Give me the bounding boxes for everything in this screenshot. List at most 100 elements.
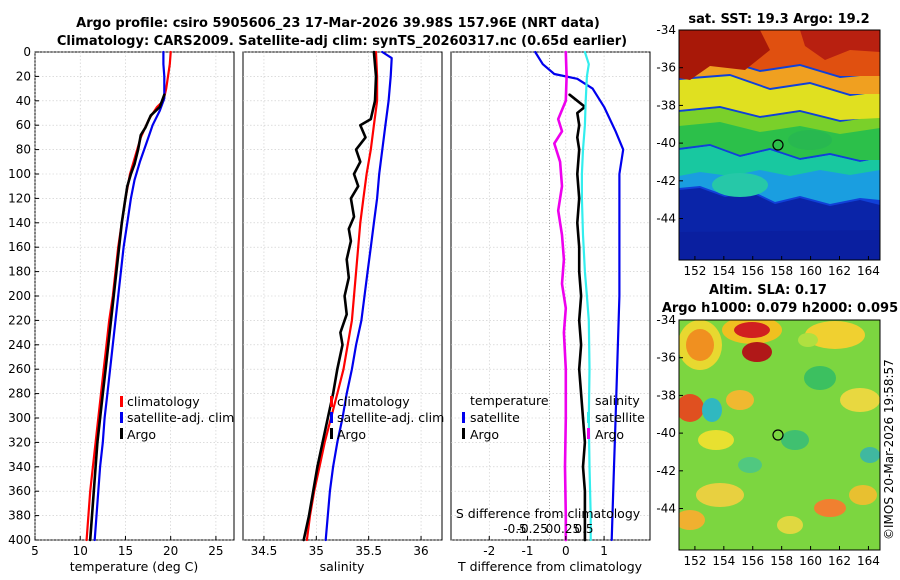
x-tick-label: 10 bbox=[73, 544, 88, 558]
x-tick-label: 5 bbox=[31, 544, 39, 558]
lat-tick-label: -36 bbox=[656, 351, 676, 365]
lat-tick-label: -44 bbox=[656, 502, 676, 516]
legend-swatch-s-satellite bbox=[587, 412, 590, 423]
lat-tick-label: -38 bbox=[656, 388, 676, 402]
lat-tick-label: -38 bbox=[656, 98, 676, 112]
lon-tick-label: 156 bbox=[741, 264, 764, 278]
lon-tick-label: 158 bbox=[770, 554, 793, 568]
legend-swatch-satellite-adj bbox=[120, 412, 123, 423]
series-line-s-argo bbox=[552, 50, 568, 542]
legend-swatch-climatology bbox=[330, 396, 333, 407]
legend-label-t-argo: Argo bbox=[470, 427, 499, 442]
x-tick-label: 34.5 bbox=[251, 544, 278, 558]
lon-tick-label: 164 bbox=[857, 554, 880, 568]
legend-label-t-satellite: satellite bbox=[470, 410, 520, 425]
x-tick-label: 1 bbox=[600, 544, 608, 558]
t-difference-axis-label: T difference from climatology bbox=[457, 559, 643, 574]
x-tick-label: 20 bbox=[163, 544, 178, 558]
x-tick-label: -2 bbox=[483, 544, 495, 558]
lon-tick-label: 160 bbox=[799, 264, 822, 278]
legend-swatch-climatology bbox=[120, 396, 123, 407]
s-tick-label: 0.25 bbox=[553, 522, 580, 536]
salinity-panel: 34.5 35 35.5 36 salinity climatology satell… bbox=[242, 50, 444, 574]
depth-tick-label: 400 bbox=[8, 533, 31, 547]
lat-tick-label: -36 bbox=[656, 61, 676, 75]
imos-credit: ©IMOS 20-Mar-2026 19:58:57 bbox=[882, 359, 896, 540]
sst-map: sat. SST: 19.3 Argo: 19.2 152 154 156 158 16… bbox=[656, 12, 881, 278]
lon-tick-label: 164 bbox=[857, 264, 880, 278]
depth-tick-label: 340 bbox=[8, 460, 31, 474]
depth-tick-label: 360 bbox=[8, 484, 31, 498]
legend-swatch-argo bbox=[120, 428, 123, 439]
salinity-axis-label: salinity bbox=[320, 559, 365, 574]
x-tick-label: 35.5 bbox=[355, 544, 382, 558]
legend-label-argo: Argo bbox=[337, 427, 366, 442]
temperature-legend: climatology satellite-adj. clim Argo bbox=[120, 394, 234, 442]
legend-label-argo: Argo bbox=[127, 427, 156, 442]
depth-tick-label: 80 bbox=[16, 143, 31, 157]
depth-tick-label: 0 bbox=[23, 45, 31, 59]
lon-tick-label: 162 bbox=[828, 264, 851, 278]
sla-argo-location-marker bbox=[772, 429, 784, 441]
legend-swatch-satellite-adj bbox=[330, 412, 333, 423]
lon-tick-label: 162 bbox=[828, 554, 851, 568]
x-tick-label: 15 bbox=[118, 544, 133, 558]
series-line-argo bbox=[88, 93, 166, 542]
lat-tick-label: -42 bbox=[656, 464, 676, 478]
x-tick-label: -1 bbox=[522, 544, 534, 558]
series-line-satellite-adj-clim bbox=[324, 50, 393, 542]
sla-field bbox=[679, 320, 880, 550]
lon-tick-label: 154 bbox=[712, 264, 735, 278]
series-line-climatology bbox=[305, 50, 379, 542]
sla-map: Altim. SLA: 0.17 Argo h1000: 0.079 h2000… bbox=[656, 283, 898, 568]
lat-tick-label: -40 bbox=[656, 136, 676, 150]
depth-tick-label: 20 bbox=[16, 69, 31, 83]
difference-legend: temperature satellite Argo salinity sate… bbox=[462, 393, 645, 442]
lat-tick-label: -40 bbox=[656, 426, 676, 440]
legend-swatch-argo bbox=[330, 428, 333, 439]
depth-tick-label: 40 bbox=[16, 94, 31, 108]
sst-argo-location-marker bbox=[772, 139, 784, 151]
depth-tick-label: 200 bbox=[8, 289, 31, 303]
legend-swatch-t-argo bbox=[462, 428, 465, 439]
legend-swatch-s-argo bbox=[587, 428, 590, 439]
depth-tick-label: 240 bbox=[8, 338, 31, 352]
s-tick-label: -0.5 bbox=[503, 522, 526, 536]
depth-tick-label: 60 bbox=[16, 118, 31, 132]
lat-tick-label: -34 bbox=[656, 23, 676, 37]
x-tick-label: 0 bbox=[562, 544, 570, 558]
legend-label-satellite-adj: satellite-adj. clim bbox=[337, 410, 444, 425]
sst-map-title: sat. SST: 19.3 Argo: 19.2 bbox=[688, 12, 869, 27]
legend-title-temperature: temperature bbox=[470, 393, 549, 408]
series-line-t-argo bbox=[568, 93, 587, 542]
s-tick-label: 0 bbox=[546, 522, 554, 536]
temperature-panel: 0 20 40 60 80 100 120 140 160 180 200 220 240 260 280 3… bbox=[8, 45, 235, 574]
s-tick-label: 0.5 bbox=[574, 522, 593, 536]
x-tick-label: 36 bbox=[413, 544, 428, 558]
x-tick-label: 25 bbox=[208, 544, 223, 558]
figure-title-line2: Climatology: CARS2009. Satellite-adj cli… bbox=[57, 34, 627, 49]
legend-label-s-satellite: satellite bbox=[595, 410, 645, 425]
lat-tick-label: -42 bbox=[656, 174, 676, 188]
depth-tick-label: 220 bbox=[8, 313, 31, 327]
depth-tick-label: 260 bbox=[8, 362, 31, 376]
depth-tick-label: 320 bbox=[8, 435, 31, 449]
s-tick-label: -0.25 bbox=[517, 522, 548, 536]
difference-panel: -2 -1 0 1 -0.5-0.250 0.250.5 S difference fr… bbox=[450, 50, 651, 574]
lon-tick-label: 152 bbox=[683, 264, 706, 278]
temperature-axis-label: temperature (deg C) bbox=[70, 559, 199, 574]
depth-tick-label: 280 bbox=[8, 387, 31, 401]
lat-tick-label: -44 bbox=[656, 212, 676, 226]
lon-tick-label: 160 bbox=[799, 554, 822, 568]
lat-tick-label: -34 bbox=[656, 313, 676, 327]
s-difference-axis-label: S difference from climatology bbox=[456, 506, 641, 521]
legend-label-climatology: climatology bbox=[127, 394, 200, 409]
salinity-legend: climatology satellite-adj. clim Argo bbox=[330, 394, 444, 442]
legend-label-s-argo: Argo bbox=[595, 427, 624, 442]
depth-tick-label: 160 bbox=[8, 240, 31, 254]
figure-title-line1: Argo profile: csiro 5905606_23 17-Mar-20… bbox=[76, 16, 600, 31]
legend-label-satellite-adj: satellite-adj. clim bbox=[127, 410, 234, 425]
legend-title-salinity: salinity bbox=[595, 393, 640, 408]
legend-label-climatology: climatology bbox=[337, 394, 410, 409]
